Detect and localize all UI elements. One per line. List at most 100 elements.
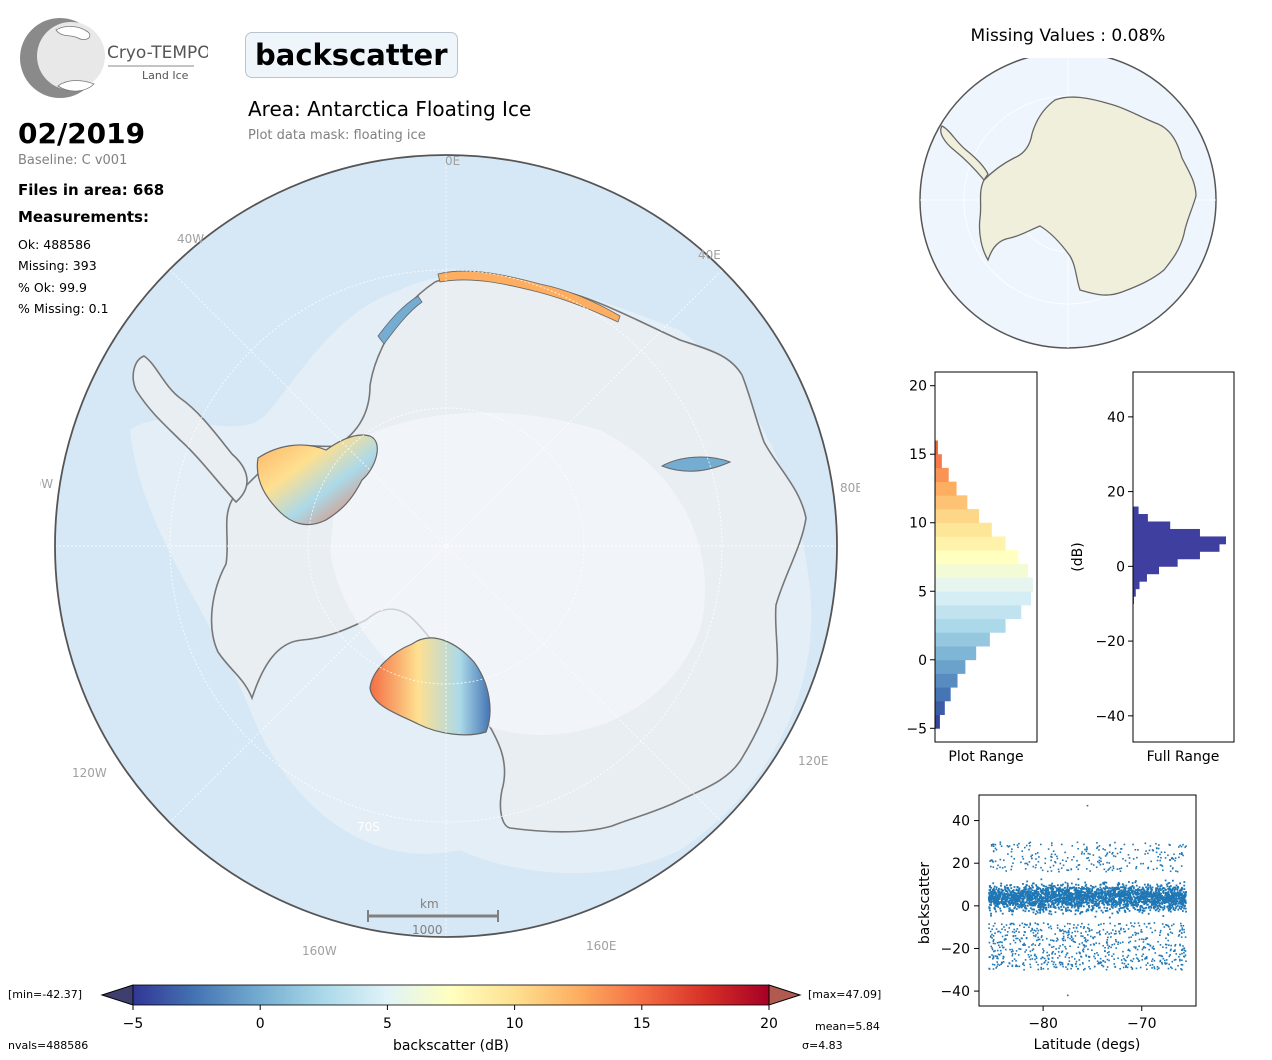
scatter-point — [1049, 906, 1052, 908]
scatter-point — [1180, 845, 1183, 848]
scatter-point — [1180, 902, 1182, 905]
scatter-point — [1098, 930, 1101, 932]
scatter-point — [1085, 945, 1087, 947]
scatter-point — [992, 861, 994, 863]
scatter-point — [1124, 888, 1127, 891]
scatter-point — [1183, 931, 1186, 934]
scatter-point — [1126, 865, 1129, 867]
scatter-point — [1139, 909, 1142, 912]
scatter-point — [1152, 901, 1154, 904]
scatter-point — [1070, 900, 1073, 903]
scatter-point — [1067, 899, 1070, 902]
scatter-point — [1130, 936, 1132, 938]
scatter-point — [1167, 882, 1170, 885]
scatter-point — [1050, 859, 1052, 862]
scatter-point — [1029, 893, 1032, 896]
scatter-point — [1130, 897, 1133, 900]
scatter-point — [1122, 892, 1125, 895]
scatter-point — [1112, 867, 1115, 870]
scatter-point — [1098, 942, 1101, 945]
scatter-point — [1079, 892, 1082, 895]
scatter-point — [1141, 911, 1144, 914]
scatter-point — [1046, 963, 1048, 966]
scatter-point — [1056, 937, 1058, 940]
scatter-point — [1159, 934, 1161, 936]
scatter-point — [1022, 858, 1025, 860]
scatter-point — [989, 886, 991, 888]
scatter-point — [1152, 891, 1155, 894]
scatter-point — [1125, 924, 1128, 926]
scatter-point — [1177, 908, 1180, 911]
scatter-point — [1127, 954, 1130, 957]
scatter-point — [1144, 896, 1147, 899]
scatter-point — [1025, 924, 1027, 926]
scatter-point — [1183, 895, 1185, 897]
scatter-point — [1157, 894, 1160, 896]
nvals-label: nvals=488586 — [8, 1039, 89, 1052]
scatter-point — [1026, 904, 1029, 907]
full-range-tick-label: −40 — [1095, 709, 1125, 725]
scatter-xlabel: Latitude (degs) — [1034, 1037, 1141, 1053]
scatter-point — [1023, 886, 1026, 889]
scatter-point — [1051, 888, 1054, 891]
scatter-point — [1080, 853, 1083, 855]
scatter-point — [1152, 903, 1155, 905]
scatter-point — [1116, 901, 1119, 904]
scatter-point — [1039, 887, 1042, 890]
scatter-point — [1037, 929, 1040, 932]
scatter-point — [1042, 892, 1045, 895]
scatter-point — [1085, 955, 1088, 957]
scatter-point — [1097, 904, 1100, 907]
scatter-point — [1155, 897, 1157, 900]
scatter-point — [1024, 868, 1027, 870]
scatter-point — [1160, 955, 1163, 957]
scatter-point — [1166, 898, 1169, 901]
full-range-tick-label: 40 — [1107, 410, 1125, 426]
scatter-point — [1180, 968, 1182, 970]
scatter-point — [1011, 899, 1014, 901]
scatter-point — [1117, 886, 1120, 889]
scatter-point — [1168, 905, 1171, 908]
scatter-point — [1039, 942, 1041, 945]
scatter-point — [1062, 935, 1065, 938]
scatter-point — [1064, 901, 1067, 904]
scatter-point — [1176, 897, 1179, 900]
scatter-point — [1157, 885, 1160, 888]
scatter-point — [1077, 847, 1079, 850]
scatter-point — [1113, 891, 1115, 894]
scatter-point — [988, 889, 991, 892]
scatter-point — [1036, 895, 1038, 898]
scatter-point — [1138, 910, 1141, 913]
scatter-point — [1131, 925, 1133, 927]
scatter-point — [1057, 938, 1059, 941]
scatter-point — [1066, 922, 1069, 925]
scatter-point — [1002, 889, 1004, 892]
scatter-point — [1156, 891, 1158, 894]
scatter-point — [1172, 950, 1175, 952]
scatter-point — [1022, 899, 1025, 901]
colorbar-tick-label: 10 — [506, 1016, 524, 1032]
scatter-point — [1039, 911, 1042, 914]
scatter-point — [1167, 933, 1169, 935]
scatter-point — [1042, 922, 1045, 924]
scatter-point — [1045, 885, 1048, 888]
scatter-point — [1088, 959, 1091, 962]
scatter-point — [1009, 899, 1012, 902]
scatter-point — [1011, 909, 1014, 912]
scatter-point — [1020, 893, 1022, 895]
full-range-ylabel: (dB) — [1070, 542, 1086, 571]
scatter-point — [1151, 958, 1154, 960]
scatter-point — [1056, 898, 1058, 900]
scatter-point — [1065, 947, 1067, 950]
scatter-point — [1169, 844, 1171, 846]
scatter-point — [1155, 888, 1157, 891]
scatter-point — [1181, 904, 1184, 906]
scatter-point — [1012, 891, 1015, 893]
scatter-point — [1062, 965, 1064, 968]
plot-range-bar — [935, 495, 968, 510]
scatter-point — [1016, 844, 1019, 846]
scatter-point — [1041, 935, 1043, 937]
scatter-point — [1042, 896, 1045, 899]
scatter-point — [1046, 901, 1049, 903]
scatter-point — [1183, 905, 1186, 908]
